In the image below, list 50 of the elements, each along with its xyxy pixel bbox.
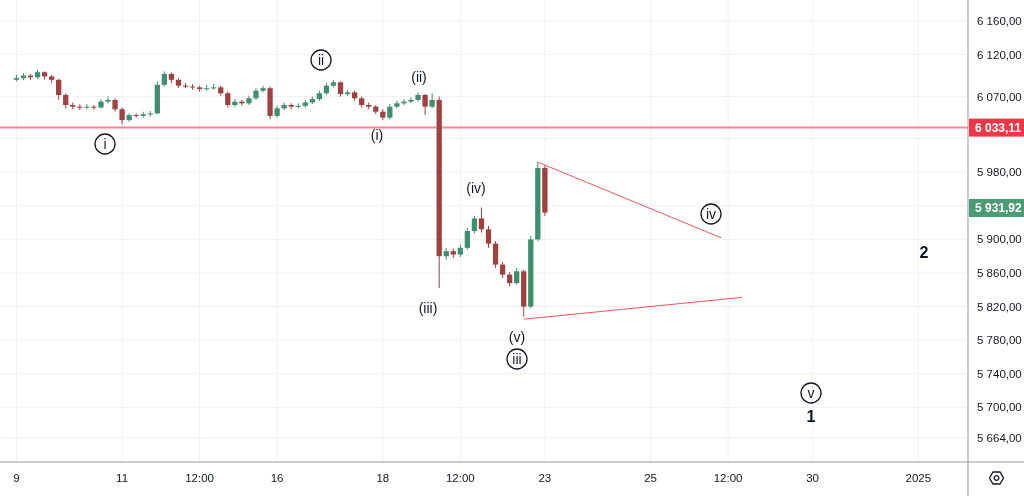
annotation: i xyxy=(103,136,107,152)
candlestick xyxy=(56,78,62,101)
x-tick-label: 16 xyxy=(270,472,284,484)
annotation: v xyxy=(807,385,815,401)
y-tick-label: 5 700,00 xyxy=(977,401,1022,414)
annotation: ii xyxy=(317,52,325,68)
annotation: 1 xyxy=(806,408,816,425)
x-tick-label: 23 xyxy=(538,472,552,484)
x-tick-label: 12:00 xyxy=(445,472,475,484)
candlestick xyxy=(408,96,414,104)
candlestick xyxy=(133,112,139,119)
x-tick-label: 9 xyxy=(13,472,20,484)
y-tick-label: 5 980,00 xyxy=(977,166,1022,179)
candlestick xyxy=(415,91,421,103)
y-tick-label: 6 160,00 xyxy=(977,15,1022,27)
candlestick xyxy=(464,227,470,250)
y-tick-label: 5 780,00 xyxy=(977,334,1022,347)
x-tick-label: 2025 xyxy=(905,472,932,484)
candlestick xyxy=(126,112,132,123)
candlestick xyxy=(492,240,499,269)
candlestick xyxy=(485,225,492,249)
annotation: (iv) xyxy=(466,180,486,196)
annotation: (ii) xyxy=(411,69,427,85)
annotation: iii xyxy=(512,351,522,367)
candlestick xyxy=(84,103,90,110)
candlestick xyxy=(105,96,111,104)
annotation: (iii) xyxy=(418,300,438,316)
y-tick-label: 5 664,00 xyxy=(977,431,1022,444)
candlestick xyxy=(429,92,435,109)
annotation: iv xyxy=(705,206,717,222)
x-tick-label: 18 xyxy=(376,472,390,484)
x-tick-label: 30 xyxy=(806,472,820,484)
candlestick xyxy=(478,206,485,234)
annotation: (v) xyxy=(508,329,526,345)
candlestick xyxy=(91,104,97,111)
x-tick-label: 25 xyxy=(644,472,657,484)
x-tick-label: 12:00 xyxy=(185,472,214,484)
annotation: (i) xyxy=(370,127,384,143)
text: 5 931,92 xyxy=(975,201,1023,215)
candlestick xyxy=(422,93,428,116)
y-tick-label: 6 070,00 xyxy=(977,90,1022,103)
y-tick-label: 5 860,00 xyxy=(977,267,1022,279)
y-tick-label: 6 120,00 xyxy=(977,48,1022,61)
ref-line-label: 6 033,11 xyxy=(975,120,1022,135)
y-tick-label: 5 740,00 xyxy=(977,367,1022,380)
annotation: 2 xyxy=(919,244,929,261)
x-tick-label: 12:00 xyxy=(713,472,743,484)
y-tick-label: 5 820,00 xyxy=(977,300,1022,313)
y-tick-label: 5 900,00 xyxy=(977,233,1022,246)
x-tick-label: 11 xyxy=(116,472,129,484)
